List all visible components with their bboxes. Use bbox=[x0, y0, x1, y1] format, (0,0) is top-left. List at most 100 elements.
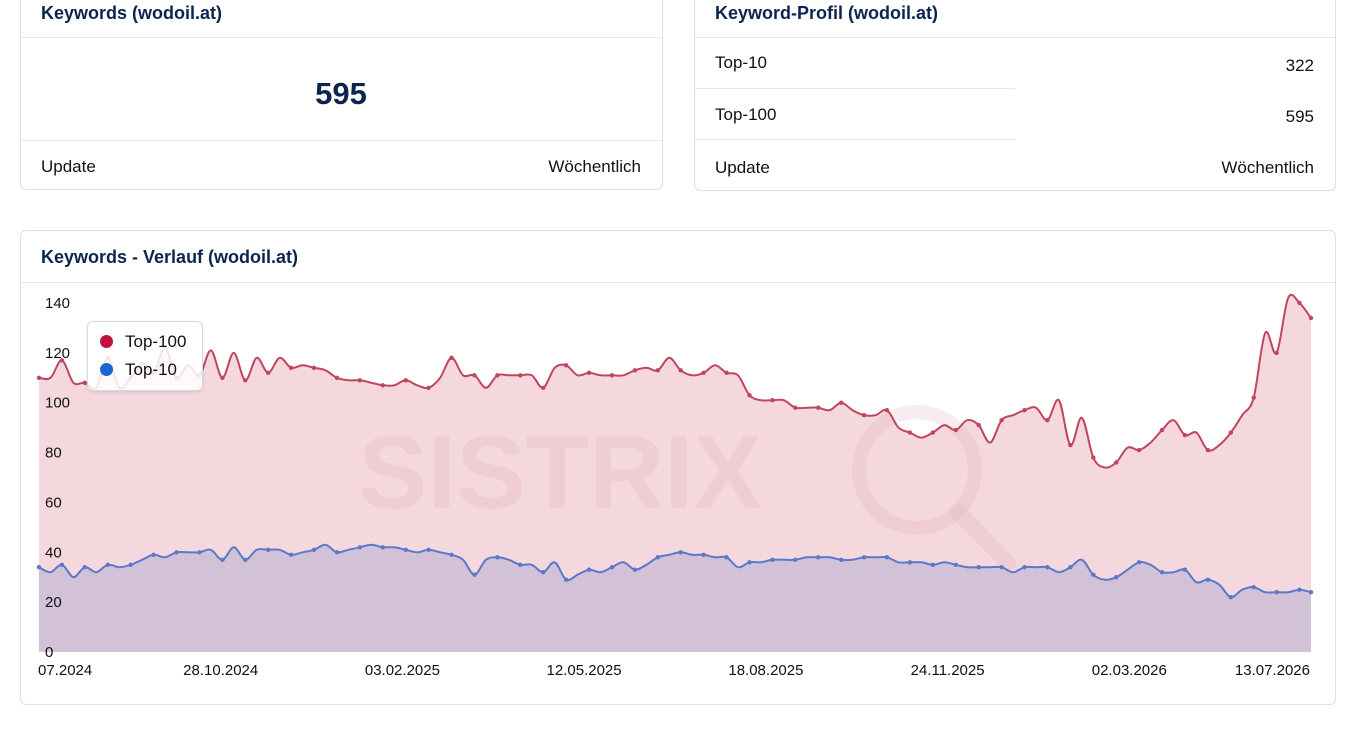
point-top100 bbox=[1182, 432, 1188, 438]
point-top10 bbox=[976, 565, 981, 570]
x-tick-label: 02.03.2026 bbox=[1092, 662, 1167, 679]
point-top10 bbox=[105, 562, 111, 567]
line-top100 bbox=[38, 293, 1312, 469]
point-top10 bbox=[495, 555, 500, 560]
point-top10 bbox=[632, 567, 638, 572]
point-top100 bbox=[1228, 430, 1234, 435]
sistrix-watermark: SISTRIX bbox=[358, 405, 1016, 571]
point-top100 bbox=[82, 380, 88, 385]
point-top100 bbox=[426, 385, 431, 390]
point-top100 bbox=[541, 385, 546, 390]
point-top100 bbox=[563, 363, 569, 368]
point-top100 bbox=[1308, 315, 1314, 321]
keyword-profile-card: Keyword-Profil (wodoil.at) Top-10 322 To… bbox=[694, 0, 1336, 191]
y-tick-label: 140 bbox=[45, 295, 70, 312]
divider bbox=[695, 88, 1015, 89]
x-tick-label: 13.07.2026 bbox=[1235, 662, 1310, 679]
point-top10 bbox=[174, 550, 179, 555]
point-top100 bbox=[1045, 418, 1050, 423]
point-top100 bbox=[357, 378, 363, 383]
divider bbox=[695, 139, 1015, 140]
profile-row-top10-value: 322 bbox=[1285, 56, 1314, 75]
point-top100 bbox=[839, 400, 844, 405]
update-value: Wöchentlich bbox=[1221, 158, 1314, 177]
point-top10 bbox=[1136, 560, 1142, 565]
x-tick-label: 12.05.2025 bbox=[547, 662, 622, 679]
point-top100 bbox=[907, 430, 913, 435]
point-top100 bbox=[1297, 300, 1302, 306]
update-value: Wöchentlich bbox=[548, 157, 641, 176]
point-top100 bbox=[59, 358, 65, 363]
watermark-text: SISTRIX bbox=[358, 415, 763, 531]
point-top100 bbox=[930, 430, 935, 435]
keywords-history-title: Keywords - Verlauf (wodoil.at) bbox=[41, 247, 299, 267]
point-top100 bbox=[266, 370, 271, 375]
point-top10 bbox=[59, 562, 65, 567]
divider bbox=[21, 37, 662, 38]
point-top100 bbox=[632, 368, 638, 373]
point-top10 bbox=[518, 562, 523, 567]
x-tick-label: 07.2024 bbox=[38, 662, 92, 679]
point-top10 bbox=[655, 555, 660, 560]
point-top100 bbox=[884, 408, 890, 413]
legend-item-top10[interactable]: Top-10 bbox=[100, 360, 177, 380]
divider bbox=[21, 140, 662, 141]
point-top100 bbox=[861, 413, 867, 418]
point-top100 bbox=[1136, 447, 1142, 453]
point-top10 bbox=[82, 565, 88, 570]
point-top100 bbox=[1251, 395, 1256, 400]
line-top10 bbox=[38, 543, 1312, 599]
point-top100 bbox=[770, 398, 775, 403]
y-tick-label: 60 bbox=[45, 494, 62, 511]
x-tick-label: 24.11.2025 bbox=[911, 662, 985, 679]
point-top100 bbox=[816, 405, 821, 410]
point-top100 bbox=[1205, 447, 1211, 453]
point-top100 bbox=[701, 370, 706, 375]
y-tick-label: 40 bbox=[45, 544, 62, 561]
point-top10 bbox=[563, 577, 569, 582]
point-top10 bbox=[1022, 565, 1027, 570]
point-top10 bbox=[220, 557, 225, 562]
area-top10 bbox=[39, 544, 1311, 652]
point-top10 bbox=[1182, 567, 1188, 572]
plot-area bbox=[36, 293, 1314, 652]
legend-label-top10: Top-10 bbox=[125, 360, 177, 379]
point-top10 bbox=[884, 555, 890, 560]
point-top10 bbox=[861, 555, 867, 560]
point-top100 bbox=[403, 378, 408, 383]
point-top10 bbox=[1091, 572, 1096, 577]
divider bbox=[21, 282, 1335, 283]
point-top10 bbox=[586, 567, 592, 572]
y-tick-label: 80 bbox=[45, 445, 62, 462]
update-label: Update bbox=[715, 158, 770, 177]
point-top10 bbox=[770, 557, 775, 562]
point-top10 bbox=[839, 557, 844, 562]
point-top100 bbox=[976, 422, 981, 428]
point-top10 bbox=[678, 550, 683, 555]
point-top10 bbox=[426, 547, 431, 552]
profile-row-top100-label: Top-100 bbox=[715, 105, 777, 124]
point-top10 bbox=[1205, 577, 1211, 582]
point-top10 bbox=[747, 560, 752, 565]
point-top10 bbox=[449, 552, 454, 557]
point-top100 bbox=[655, 368, 660, 373]
keywords-count: 595 bbox=[315, 76, 367, 111]
point-top10 bbox=[243, 557, 248, 562]
point-top10 bbox=[541, 570, 546, 575]
x-tick-label: 28.10.2024 bbox=[183, 662, 258, 679]
update-label: Update bbox=[41, 157, 96, 176]
watermark-magnifier-icon bbox=[852, 405, 982, 535]
point-top10 bbox=[816, 555, 821, 560]
legend-item-top100[interactable]: Top-100 bbox=[100, 332, 186, 352]
x-tick-label: 03.02.2025 bbox=[365, 662, 440, 679]
point-top10 bbox=[266, 547, 271, 552]
point-top10 bbox=[1068, 565, 1073, 570]
legend-dot-top100 bbox=[100, 335, 113, 348]
point-top10 bbox=[793, 557, 798, 562]
point-top10 bbox=[1045, 565, 1050, 570]
x-tick-label: 18.08.2025 bbox=[728, 662, 803, 679]
keyword-profile-title: Keyword-Profil (wodoil.at) bbox=[715, 3, 938, 23]
point-top100 bbox=[518, 373, 523, 378]
point-top10 bbox=[953, 562, 958, 567]
point-top100 bbox=[449, 355, 454, 360]
